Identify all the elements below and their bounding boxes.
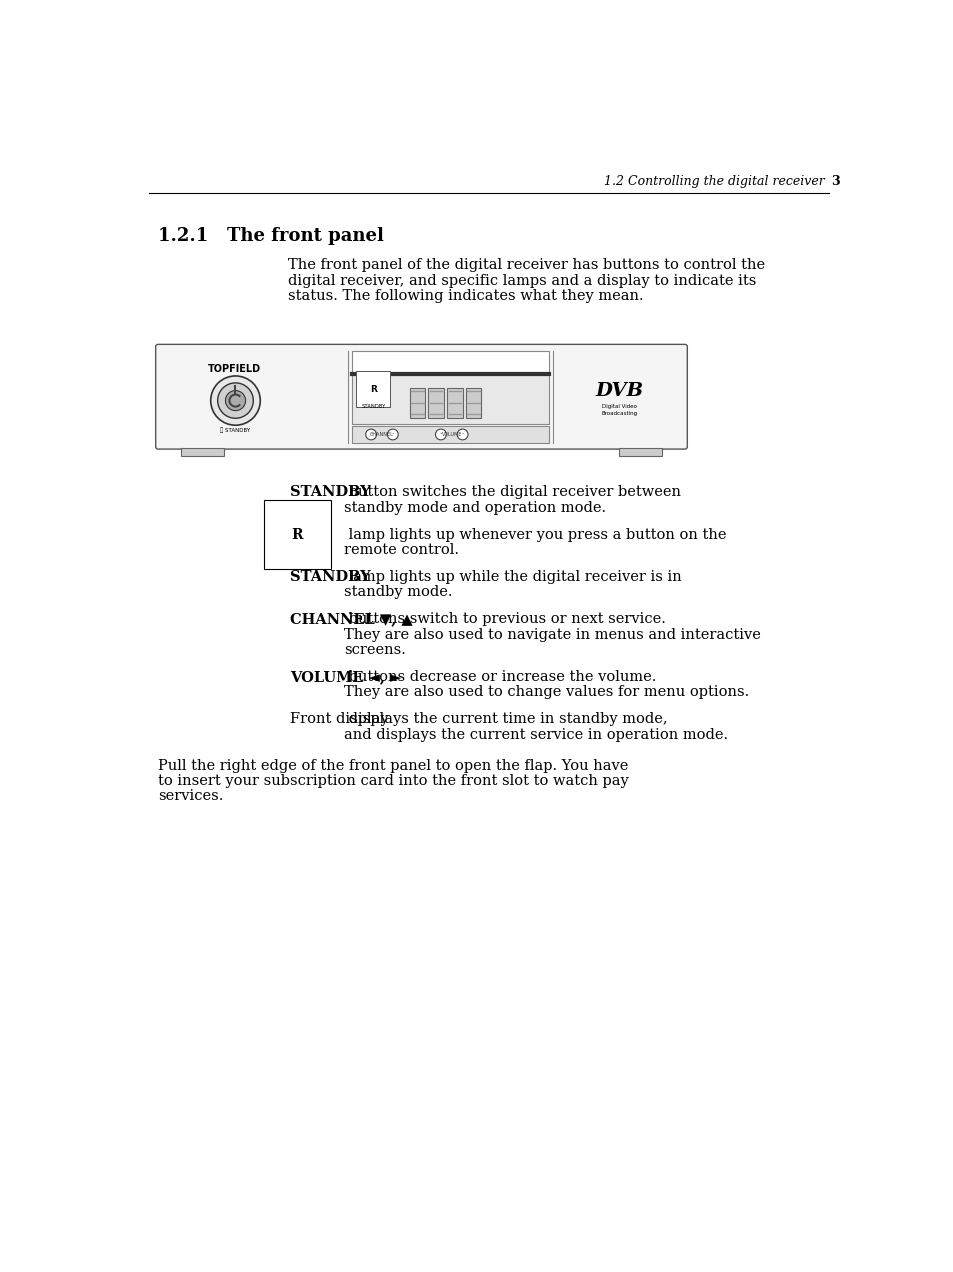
Text: buttons switch to previous or next service.: buttons switch to previous or next servi… bbox=[344, 612, 665, 626]
Text: lamp lights up while the digital receiver is in: lamp lights up while the digital receive… bbox=[344, 570, 681, 584]
Circle shape bbox=[225, 391, 245, 411]
Text: Pull the right edge of the front panel to open the flap. You have: Pull the right edge of the front panel t… bbox=[158, 758, 628, 772]
Circle shape bbox=[435, 429, 446, 440]
Text: They are also used to navigate in menus and interactive: They are also used to navigate in menus … bbox=[344, 627, 760, 642]
Text: VOLUME: VOLUME bbox=[441, 432, 461, 438]
Text: buttons decrease or increase the volume.: buttons decrease or increase the volume. bbox=[344, 670, 656, 684]
Text: digital receiver, and specific lamps and a display to indicate its: digital receiver, and specific lamps and… bbox=[288, 273, 756, 287]
Text: ⭘ STANDBY: ⭘ STANDBY bbox=[220, 427, 251, 432]
Text: CHANNEL ▼, ▲: CHANNEL ▼, ▲ bbox=[290, 612, 412, 626]
Text: Digital Video
Broadcasting: Digital Video Broadcasting bbox=[600, 404, 637, 416]
Text: services.: services. bbox=[158, 790, 223, 804]
Text: status. The following indicates what they mean.: status. The following indicates what the… bbox=[288, 289, 643, 303]
Text: DVB: DVB bbox=[595, 382, 642, 399]
Text: screens.: screens. bbox=[344, 644, 405, 658]
Text: VOLUME ◄, ►: VOLUME ◄, ► bbox=[290, 670, 400, 684]
Text: R: R bbox=[291, 528, 302, 542]
Text: 3: 3 bbox=[830, 176, 840, 188]
Text: remote control.: remote control. bbox=[344, 543, 458, 557]
Text: The front panel of the digital receiver has buttons to control the: The front panel of the digital receiver … bbox=[288, 258, 764, 272]
Text: STANDBY: STANDBY bbox=[290, 570, 370, 584]
Circle shape bbox=[387, 429, 397, 440]
Bar bbox=[181, 448, 224, 457]
Bar bbox=[352, 426, 549, 443]
Bar bbox=[465, 388, 480, 417]
Circle shape bbox=[365, 429, 376, 440]
Text: displays the current time in standby mode,: displays the current time in standby mod… bbox=[344, 712, 667, 726]
Text: TOPFIELD: TOPFIELD bbox=[208, 364, 261, 374]
Circle shape bbox=[211, 377, 260, 425]
Text: 1.2.1   The front panel: 1.2.1 The front panel bbox=[158, 228, 383, 245]
Text: They are also used to change values for menu options.: They are also used to change values for … bbox=[344, 686, 748, 700]
Bar bbox=[410, 388, 425, 417]
Text: ·: · bbox=[461, 431, 463, 438]
Text: standby mode.: standby mode. bbox=[344, 585, 452, 599]
Text: Front display: Front display bbox=[290, 712, 388, 726]
FancyBboxPatch shape bbox=[155, 345, 686, 449]
Bar bbox=[428, 388, 443, 417]
Bar bbox=[352, 375, 549, 424]
Text: STANDBY: STANDBY bbox=[290, 486, 370, 500]
Text: ·: · bbox=[439, 431, 441, 438]
Text: CHANNEL: CHANNEL bbox=[370, 432, 394, 438]
Bar bbox=[618, 448, 661, 457]
Text: lamp lights up whenever you press a button on the: lamp lights up whenever you press a butt… bbox=[344, 528, 726, 542]
Text: ·: · bbox=[370, 431, 372, 438]
Bar bbox=[447, 388, 462, 417]
Text: and displays the current service in operation mode.: and displays the current service in oper… bbox=[344, 728, 727, 742]
Text: 1.2 Controlling the digital receiver: 1.2 Controlling the digital receiver bbox=[603, 176, 823, 188]
Text: to insert your subscription card into the front slot to watch pay: to insert your subscription card into th… bbox=[158, 775, 628, 789]
Bar bbox=[352, 351, 549, 373]
Text: standby mode and operation mode.: standby mode and operation mode. bbox=[344, 501, 605, 515]
Text: R: R bbox=[370, 384, 376, 393]
Circle shape bbox=[217, 383, 253, 418]
Text: ·: · bbox=[392, 431, 394, 438]
Text: button switches the digital receiver between: button switches the digital receiver bet… bbox=[344, 486, 680, 500]
Circle shape bbox=[456, 429, 468, 440]
Text: STANDBY: STANDBY bbox=[361, 404, 385, 410]
